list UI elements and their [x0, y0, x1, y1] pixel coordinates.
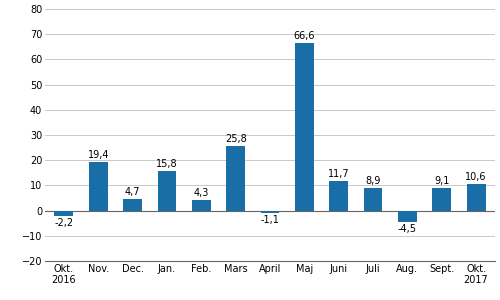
Bar: [123, 199, 142, 211]
Bar: [226, 146, 245, 211]
Text: 25,8: 25,8: [225, 134, 246, 144]
Text: 15,8: 15,8: [156, 159, 178, 169]
Text: -2,2: -2,2: [54, 218, 74, 228]
Bar: [466, 184, 485, 211]
Text: 66,6: 66,6: [294, 31, 315, 41]
Text: 19,4: 19,4: [88, 150, 109, 160]
Bar: [260, 211, 280, 213]
Bar: [89, 162, 108, 211]
Bar: [330, 181, 348, 211]
Text: 11,7: 11,7: [328, 169, 349, 179]
Text: 9,1: 9,1: [434, 176, 450, 186]
Text: -4,5: -4,5: [398, 224, 417, 234]
Bar: [432, 188, 451, 211]
Bar: [364, 188, 382, 211]
Text: 8,9: 8,9: [366, 176, 380, 186]
Text: 4,3: 4,3: [194, 188, 209, 198]
Bar: [158, 171, 176, 211]
Bar: [192, 200, 210, 211]
Text: 4,7: 4,7: [125, 187, 140, 197]
Text: -1,1: -1,1: [260, 215, 280, 225]
Text: 10,6: 10,6: [466, 172, 487, 182]
Bar: [398, 211, 417, 222]
Bar: [54, 211, 74, 216]
Bar: [295, 43, 314, 211]
